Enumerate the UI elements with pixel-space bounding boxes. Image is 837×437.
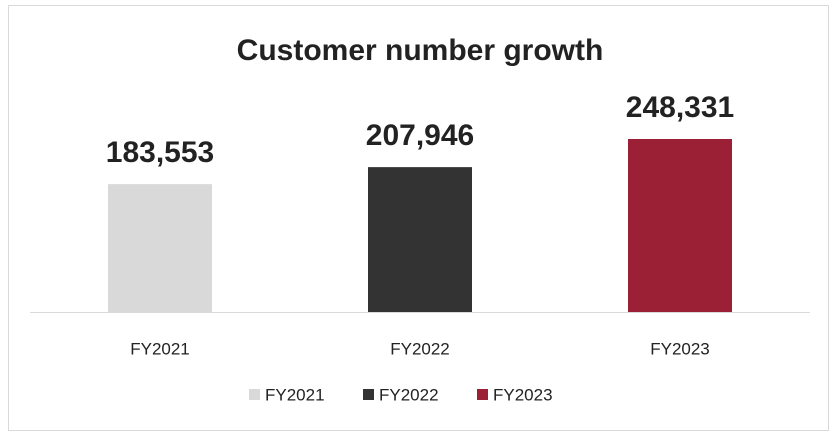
x-tick-label: FY2023 bbox=[650, 339, 710, 358]
data-label: 207,946 bbox=[366, 119, 474, 152]
legend-swatch bbox=[363, 389, 374, 400]
data-label: 183,553 bbox=[106, 136, 214, 169]
legend-swatch bbox=[249, 389, 260, 400]
bar bbox=[368, 167, 472, 312]
chart-title: Customer number growth bbox=[237, 34, 604, 67]
legend-label: FY2023 bbox=[493, 385, 553, 404]
x-tick-label: FY2021 bbox=[130, 339, 190, 358]
bar bbox=[108, 184, 212, 312]
data-label: 248,331 bbox=[626, 91, 734, 124]
legend-label: FY2021 bbox=[265, 385, 325, 404]
x-tick-label: FY2022 bbox=[390, 339, 450, 358]
legend-swatch bbox=[477, 389, 488, 400]
legend-label: FY2022 bbox=[379, 385, 439, 404]
bar bbox=[628, 138, 732, 312]
